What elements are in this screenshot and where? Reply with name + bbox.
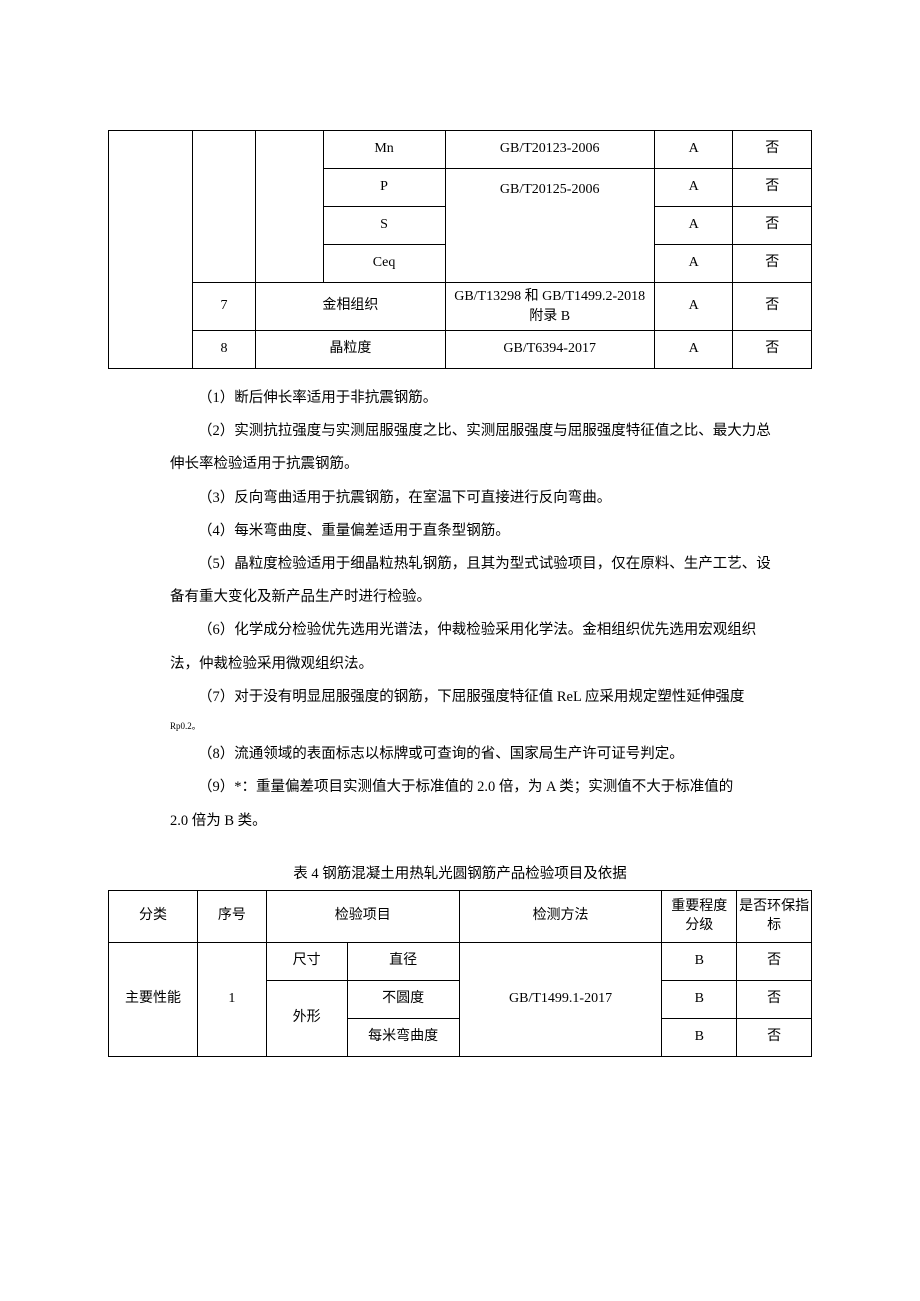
cell-env: 否 xyxy=(737,1019,812,1057)
note-8: （8）流通领域的表面标志以标牌或可查询的省、国家局生产许可证号判定。 xyxy=(198,743,812,766)
cell-item: 每米弯曲度 xyxy=(347,1019,459,1057)
cell-item: 晶粒度 xyxy=(256,331,445,369)
cell-env: 否 xyxy=(737,943,812,981)
col-env: 是否环保指 标 xyxy=(737,891,812,943)
cell-grade: B xyxy=(662,1019,737,1057)
col-method: 检测方法 xyxy=(459,891,662,943)
table-row: Mn GB/T20123-2006 A 否 xyxy=(109,131,812,169)
cell-group: 尺寸 xyxy=(266,943,347,981)
cell-env: 否 xyxy=(733,131,812,169)
cell-env: 否 xyxy=(737,981,812,1019)
table-inspection-items-2: 分类 序号 检验项目 检测方法 重要程度 分级 是否环保指 标 主要性能 1 尺… xyxy=(108,890,812,1057)
note-5-line2: 备有重大变化及新产品生产时进行检验。 xyxy=(170,586,812,609)
cell-grade: A xyxy=(654,283,733,331)
cell-grade: A xyxy=(654,245,733,283)
cell-item: Mn xyxy=(323,131,445,169)
notes-block: （1）断后伸长率适用于非抗震钢筋。 （2）实测抗拉强度与实测屈服强度之比、实测屈… xyxy=(108,387,812,833)
note-5-line1: （5）晶粒度检验适用于细晶粒热轧钢筋，且其为型式试验项目，仅在原料、生产工艺、设 xyxy=(198,553,812,576)
cell-grade: B xyxy=(662,943,737,981)
cell-env: 否 xyxy=(733,207,812,245)
cell-env: 否 xyxy=(733,283,812,331)
table-inspection-items-1: Mn GB/T20123-2006 A 否 P GB/T20125-2006 A… xyxy=(108,130,812,369)
table-row: 7 金相组织 GB/T13298 和 GB/T1499.2-2018 附录 B … xyxy=(109,283,812,331)
note-7-line1: （7）对于没有明显屈服强度的钢筋，下屈服强度特征值 ReL 应采用规定塑性延伸强… xyxy=(198,686,812,709)
col-item: 检验项目 xyxy=(266,891,459,943)
cell-method: GB/T1499.1-2017 xyxy=(459,943,662,1057)
cell-env: 否 xyxy=(733,331,812,369)
cell-env: 否 xyxy=(733,169,812,207)
note-3: （3）反向弯曲适用于抗震钢筋，在室温下可直接进行反向弯曲。 xyxy=(198,487,812,510)
cell-seq: 1 xyxy=(198,943,267,1057)
note-2-line2: 伸长率检验适用于抗震钢筋。 xyxy=(170,453,812,476)
table-row: 8 晶粒度 GB/T6394-2017 A 否 xyxy=(109,331,812,369)
cell-item: 直径 xyxy=(347,943,459,981)
col-grade: 重要程度 分级 xyxy=(662,891,737,943)
cell-item: S xyxy=(323,207,445,245)
cell-method: GB/T20123-2006 xyxy=(445,131,654,169)
cell-method: GB/T20125-2006 xyxy=(445,169,654,283)
cell-method: GB/T13298 和 GB/T1499.2-2018 附录 B xyxy=(445,283,654,331)
note-7-sub: Rp0.2。 xyxy=(170,719,812,733)
cell-grade: A xyxy=(654,207,733,245)
cell-grade: A xyxy=(654,131,733,169)
cell-item: Ceq xyxy=(323,245,445,283)
cell-item: P xyxy=(323,169,445,207)
cell-env: 否 xyxy=(733,245,812,283)
col-seq: 序号 xyxy=(198,891,267,943)
table-4-caption: 表 4 钢筋混凝土用热轧光圆钢筋产品检验项目及依据 xyxy=(108,863,812,886)
note-6-line1: （6）化学成分检验优先选用光谱法，仲裁检验采用化学法。金相组织优先选用宏观组织 xyxy=(198,619,812,642)
table-header-row: 分类 序号 检验项目 检测方法 重要程度 分级 是否环保指 标 xyxy=(109,891,812,943)
cell-grade: A xyxy=(654,331,733,369)
cell-grade: A xyxy=(654,169,733,207)
note-1: （1）断后伸长率适用于非抗震钢筋。 xyxy=(198,387,812,410)
cell-group: 外形 xyxy=(266,981,347,1057)
cell-seq: 8 xyxy=(192,331,256,369)
col-category: 分类 xyxy=(109,891,198,943)
note-2-line1: （2）实测抗拉强度与实测屈服强度之比、实测屈服强度与屈服强度特征值之比、最大力总 xyxy=(198,420,812,443)
cell-category: 主要性能 xyxy=(109,943,198,1057)
cell-grade: B xyxy=(662,981,737,1019)
note-4: （4）每米弯曲度、重量偏差适用于直条型钢筋。 xyxy=(198,520,812,543)
cell-method: GB/T6394-2017 xyxy=(445,331,654,369)
note-6-line2: 法，仲裁检验采用微观组织法。 xyxy=(170,653,812,676)
cell-seq: 7 xyxy=(192,283,256,331)
cell-item: 金相组织 xyxy=(256,283,445,331)
table-row: 主要性能 1 尺寸 直径 GB/T1499.1-2017 B 否 xyxy=(109,943,812,981)
note-9-line1: （9）*：重量偏差项目实测值大于标准值的 2.0 倍，为 A 类；实测值不大于标… xyxy=(198,776,812,799)
note-9-line2: 2.0 倍为 B 类。 xyxy=(170,810,812,833)
cell-item: 不圆度 xyxy=(347,981,459,1019)
